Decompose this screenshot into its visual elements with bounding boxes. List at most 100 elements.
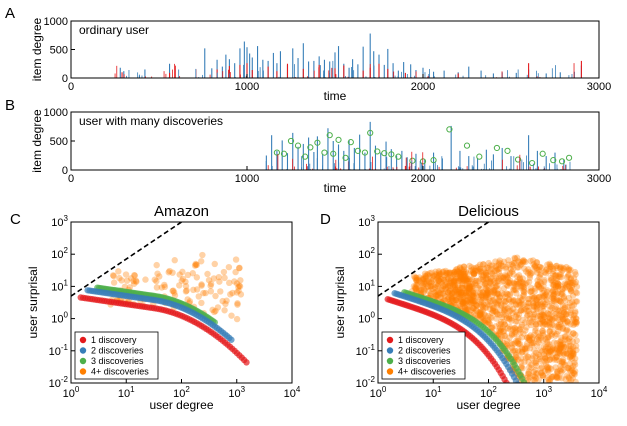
point-orange xyxy=(554,282,561,290)
point-orange xyxy=(225,263,233,271)
point-orange xyxy=(465,276,473,283)
point-orange xyxy=(533,304,541,311)
point-orange xyxy=(559,264,567,272)
point-orange xyxy=(536,353,543,361)
point-orange xyxy=(415,276,422,284)
point-orange xyxy=(561,344,568,351)
point-orange xyxy=(479,289,487,296)
point-orange xyxy=(567,306,574,314)
point-orange xyxy=(517,329,524,336)
point-orange xyxy=(508,268,516,275)
point-orange xyxy=(547,265,554,273)
point-green xyxy=(520,379,528,383)
point-orange xyxy=(544,363,551,371)
point-orange xyxy=(497,327,504,334)
point-orange xyxy=(544,310,551,317)
point-orange xyxy=(496,265,504,272)
point-orange xyxy=(540,343,547,350)
y-tick-label: 10-1 xyxy=(49,343,69,358)
point-orange xyxy=(444,289,452,296)
point-red xyxy=(519,413,525,419)
point-orange xyxy=(432,268,439,275)
point-orange xyxy=(525,295,533,303)
point-orange xyxy=(496,306,504,314)
point-orange xyxy=(534,277,541,284)
point-orange xyxy=(469,269,477,276)
point-orange xyxy=(448,269,455,277)
point-orange xyxy=(530,303,537,310)
point-orange xyxy=(571,268,579,276)
point-orange xyxy=(556,264,564,272)
point-orange xyxy=(460,263,468,270)
point-orange xyxy=(526,272,534,279)
point-orange xyxy=(546,341,553,348)
point-orange xyxy=(423,277,430,285)
point-orange xyxy=(470,265,478,272)
point-orange xyxy=(513,290,520,297)
point-orange xyxy=(541,321,549,328)
point-orange xyxy=(475,277,482,285)
point-orange xyxy=(479,315,486,322)
point-orange xyxy=(504,291,511,298)
point-orange xyxy=(556,298,564,305)
point-orange xyxy=(563,311,570,318)
point-orange xyxy=(561,285,569,292)
point-orange xyxy=(527,288,534,295)
point-orange xyxy=(477,289,484,296)
point-orange xyxy=(505,280,513,287)
point-orange xyxy=(529,355,536,362)
discovery-marker xyxy=(374,148,381,155)
point-orange xyxy=(446,288,453,295)
point-orange xyxy=(549,288,556,296)
point-orange xyxy=(538,363,546,371)
point-orange xyxy=(479,276,486,283)
point-orange xyxy=(559,340,567,347)
point-orange xyxy=(232,256,240,263)
point-orange xyxy=(521,384,527,390)
point-orange xyxy=(513,337,520,344)
point-orange xyxy=(199,251,206,259)
point-orange xyxy=(557,318,564,326)
point-orange xyxy=(450,275,458,282)
point-orange xyxy=(457,289,464,297)
point-orange xyxy=(522,268,530,275)
point-orange xyxy=(452,296,460,304)
point-orange xyxy=(516,259,524,266)
point-orange xyxy=(511,286,519,293)
point-orange xyxy=(570,330,577,337)
point-orange xyxy=(545,318,553,326)
point-orange xyxy=(551,346,559,353)
point-orange xyxy=(557,344,564,352)
point-orange xyxy=(473,302,480,309)
point-orange xyxy=(501,321,508,328)
point-orange xyxy=(525,353,532,361)
point-orange xyxy=(473,277,480,284)
point-orange xyxy=(484,318,492,326)
point-orange xyxy=(235,283,242,291)
point-orange xyxy=(421,280,428,287)
point-orange xyxy=(525,278,533,286)
x-tick-label: 2000 xyxy=(411,173,435,185)
point-orange xyxy=(549,373,556,381)
point-orange xyxy=(559,267,566,274)
point-orange xyxy=(508,317,515,324)
point-orange xyxy=(465,306,472,313)
point-orange xyxy=(560,306,567,313)
point-orange xyxy=(446,282,454,290)
point-orange xyxy=(567,276,575,283)
point-orange xyxy=(496,294,503,301)
point-orange xyxy=(540,307,547,315)
point-orange xyxy=(485,264,492,272)
x-tick-label: 1000 xyxy=(235,173,259,185)
point-orange xyxy=(496,297,503,305)
point-orange xyxy=(435,281,442,288)
point-orange xyxy=(560,361,568,368)
point-orange xyxy=(536,355,543,363)
point-orange xyxy=(551,322,558,329)
point-orange xyxy=(565,342,573,350)
point-orange xyxy=(553,290,561,297)
point-orange xyxy=(565,373,572,381)
point-orange xyxy=(535,283,543,291)
point-orange xyxy=(474,267,481,274)
point-orange xyxy=(522,348,529,356)
